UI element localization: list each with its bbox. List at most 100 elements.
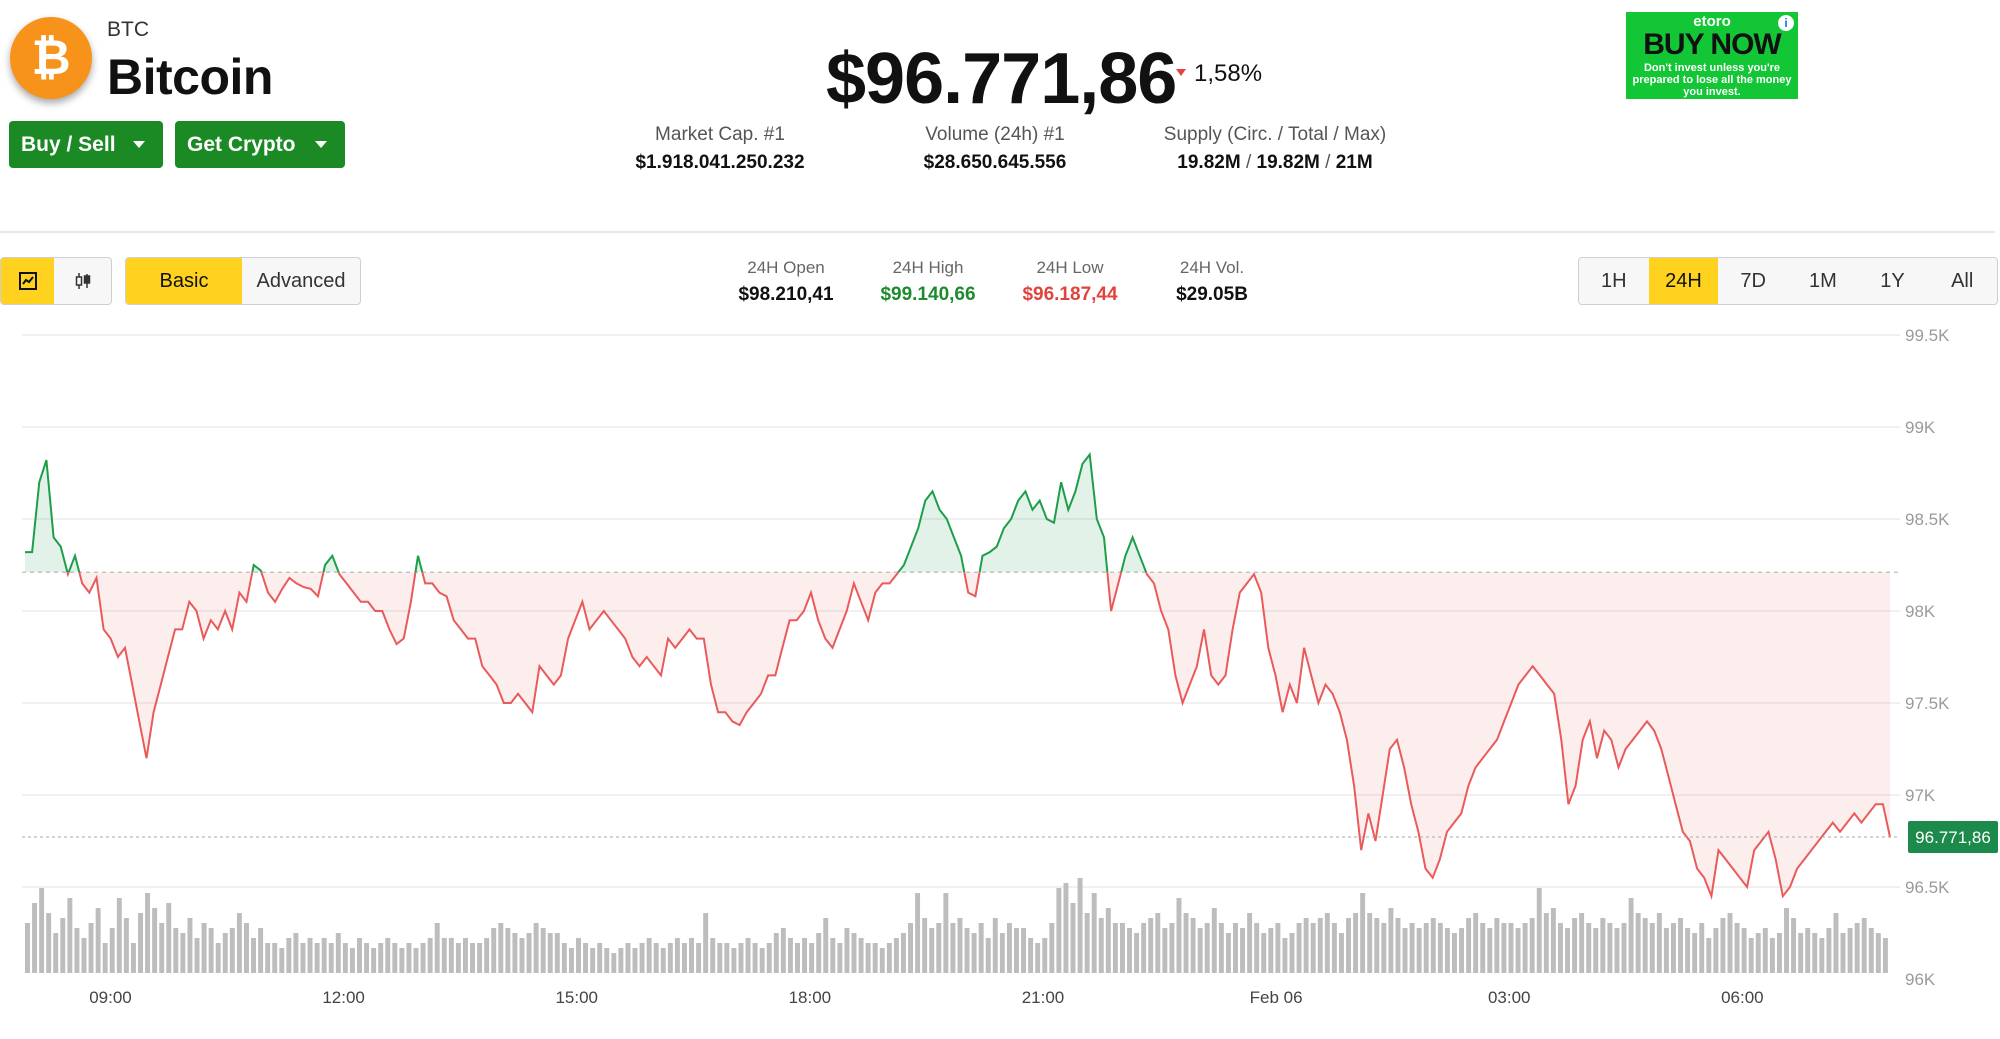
- get-crypto-button[interactable]: Get Crypto: [175, 121, 345, 168]
- volume-bar: [837, 943, 843, 973]
- volume-bar: [215, 943, 221, 973]
- volume-bar: [618, 948, 624, 973]
- volume-bar: [1430, 918, 1436, 973]
- y-tick-label: 97.5K: [1905, 694, 1950, 713]
- volume-bar: [561, 943, 567, 973]
- mode-basic[interactable]: Basic: [126, 258, 243, 304]
- range-all[interactable]: All: [1951, 269, 1974, 292]
- volume-bar: [625, 943, 631, 973]
- time-range-toggle: 1H 24H 7D 1M 1Y All: [1578, 257, 1998, 305]
- mode-advanced[interactable]: Advanced: [256, 269, 346, 292]
- volume-bar: [1388, 908, 1394, 973]
- volume-bar: [1268, 928, 1274, 973]
- volume-bar: [1127, 928, 1132, 973]
- volume-bar: [731, 948, 737, 973]
- range-1h[interactable]: 1H: [1601, 269, 1627, 292]
- volume-bar: [1049, 923, 1055, 973]
- volume-bar: [823, 918, 829, 973]
- price-chart[interactable]: 99.5K 99K 98.5K 98K 97.5K 97K 96.5K 96K 09:00 12…: [0, 320, 2000, 1020]
- candlestick-icon[interactable]: [54, 258, 111, 304]
- volume-bar: [1550, 908, 1556, 973]
- bitcoin-logo-icon: ₿: [10, 17, 92, 99]
- volume-bar: [950, 923, 956, 973]
- volume-bar: [399, 948, 405, 973]
- volume-bar: [512, 933, 518, 973]
- volume-bar: [1119, 923, 1125, 973]
- market-cap-stat: Market Cap. #1 $1.918.041.250.232: [620, 124, 820, 174]
- volume-bar: [1028, 938, 1034, 973]
- etoro-ad-banner[interactable]: etoro BUY NOW Don't invest unless you're…: [1626, 12, 1798, 99]
- y-tick-label: 98.5K: [1905, 510, 1950, 529]
- volume-bar: [201, 923, 207, 973]
- logo-glyph: ₿: [31, 31, 71, 85]
- range-1m[interactable]: 1M: [1808, 269, 1837, 292]
- volume-bar: [964, 928, 970, 973]
- volume-bar: [448, 938, 454, 973]
- volume-bar: [152, 908, 158, 973]
- supply-separator: /: [1245, 152, 1252, 173]
- volume-bar: [590, 948, 596, 973]
- volume-bar: [1741, 928, 1747, 973]
- range-24h[interactable]: 24H: [1648, 258, 1719, 304]
- range-7d[interactable]: 7D: [1740, 269, 1766, 292]
- volume-bar: [752, 943, 758, 973]
- volume-bar: [1367, 913, 1373, 973]
- x-tick-label: 12:00: [322, 988, 365, 1007]
- volume-bar: [1642, 918, 1648, 973]
- supply-stat: Supply (Circ. / Total / Max) 19.82M / 19…: [1150, 124, 1400, 174]
- volume-bar: [844, 928, 850, 973]
- ohlc-high: 24H High $99.140,66: [858, 258, 998, 306]
- volume-bar: [1826, 928, 1832, 973]
- volume-bar: [279, 948, 285, 973]
- volume-bar: [455, 943, 461, 973]
- volume-bar: [1713, 928, 1719, 973]
- high-label: 24H High: [892, 258, 964, 277]
- ad-brand: etoro: [1693, 13, 1731, 30]
- volume-bar: [943, 893, 949, 973]
- x-tick-label: Feb 06: [1250, 988, 1303, 1007]
- volume-bar: [908, 923, 913, 973]
- y-tick-label: 96K: [1905, 970, 1936, 989]
- ohlc-volume: 24H Vol. $29.05B: [1142, 258, 1282, 306]
- volume-bar: [505, 928, 511, 973]
- volume-bar: [1204, 923, 1210, 973]
- volume-bar: [696, 943, 702, 973]
- low-value: $96.187,44: [1022, 284, 1118, 305]
- x-tick-label: 09:00: [89, 988, 132, 1007]
- volume-bar: [1706, 938, 1712, 973]
- volume-bar: [434, 923, 440, 973]
- volume-bar: [830, 938, 836, 973]
- volume-bar: [243, 923, 249, 973]
- volume-bar: [936, 923, 942, 973]
- volume-bar: [81, 938, 87, 973]
- volume-bar: [314, 943, 320, 973]
- volume-bar: [293, 933, 299, 973]
- volume-bar: [1416, 928, 1422, 973]
- range-1y[interactable]: 1Y: [1880, 269, 1905, 292]
- volume-bar: [1720, 918, 1726, 973]
- volume-bar: [67, 898, 73, 973]
- volume-bar: [1346, 918, 1351, 973]
- volume-bar: [1501, 923, 1507, 973]
- volume-bar: [1162, 928, 1168, 973]
- volume-bar: [1868, 928, 1874, 973]
- volume-bar: [540, 928, 546, 973]
- volume-bar: [1444, 928, 1450, 973]
- volume-bar: [1685, 928, 1691, 973]
- buy-sell-label: Buy / Sell: [21, 132, 116, 156]
- coin-symbol: BTC: [107, 18, 149, 41]
- volume-bar: [1663, 928, 1669, 973]
- volume-bar: [145, 893, 151, 973]
- line-chart-icon[interactable]: [1, 258, 55, 304]
- volume-bar: [1621, 923, 1627, 973]
- volume-bar: [46, 913, 52, 973]
- y-tick-label: 98K: [1905, 602, 1936, 621]
- info-icon[interactable]: i: [1778, 15, 1794, 31]
- volume-bar: [116, 898, 122, 973]
- buy-sell-button[interactable]: Buy / Sell: [9, 121, 163, 168]
- volume-bar: [1331, 923, 1337, 973]
- volume-bar: [900, 933, 906, 973]
- volume-bar: [88, 923, 94, 973]
- volume-bar: [1649, 923, 1655, 973]
- volume-bar: [32, 903, 38, 973]
